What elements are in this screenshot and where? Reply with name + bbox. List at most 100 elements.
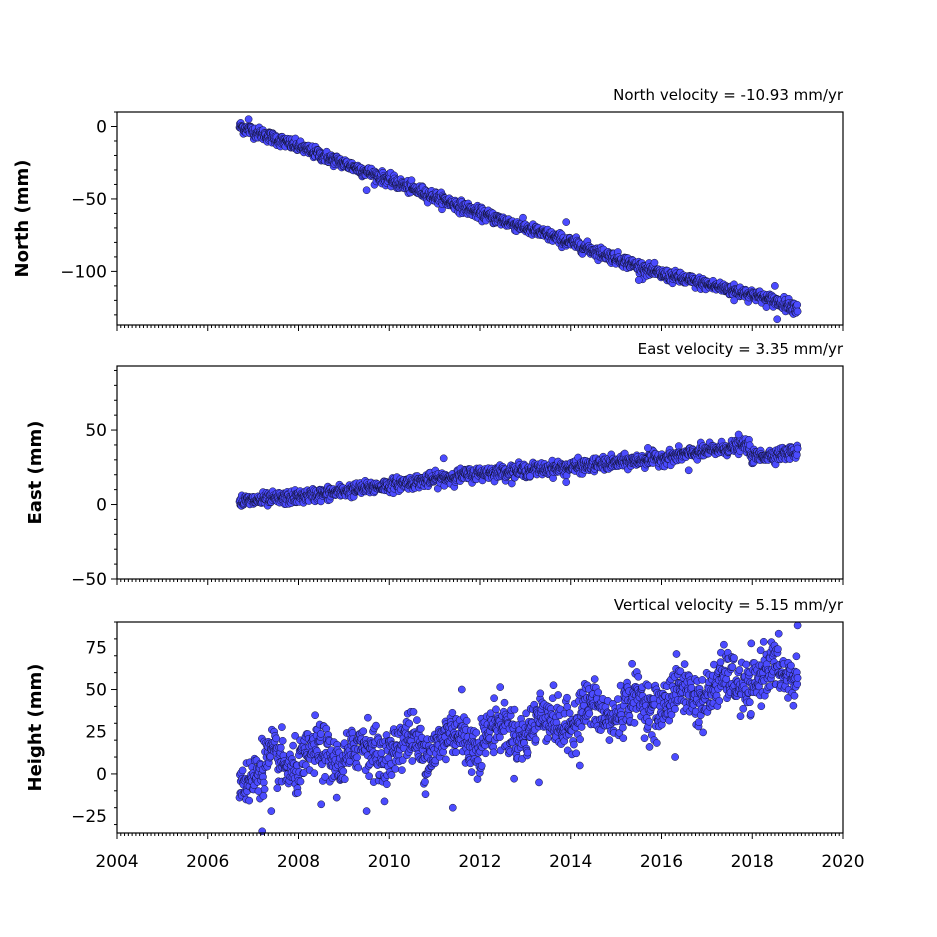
east-point xyxy=(792,451,801,459)
north-velocity-label: North velocity = -10.93 mm/yr xyxy=(613,86,844,104)
height-point xyxy=(489,748,498,757)
height-point xyxy=(245,796,254,805)
height-point xyxy=(594,688,603,697)
height-point xyxy=(644,681,653,690)
height-point xyxy=(736,712,745,721)
height-point xyxy=(543,734,552,742)
height-point xyxy=(790,691,799,700)
height-outlier-point xyxy=(317,800,326,809)
height-point xyxy=(293,788,302,797)
north-outlier-point xyxy=(634,276,643,284)
height-point xyxy=(747,639,756,648)
height-point xyxy=(510,705,519,714)
height-point xyxy=(531,735,540,744)
height-point xyxy=(365,772,373,781)
height-point xyxy=(481,749,490,758)
height-point xyxy=(739,704,748,713)
north-x-ticks xyxy=(116,325,844,331)
y-tick-label: −50 xyxy=(71,570,107,590)
height-point xyxy=(500,698,509,707)
north-outlier-point xyxy=(362,186,371,195)
height-point xyxy=(728,663,737,671)
height-point xyxy=(745,698,754,707)
height-points xyxy=(235,621,802,836)
height-point xyxy=(671,705,679,713)
height-x-ticks xyxy=(116,833,844,839)
height-point xyxy=(276,743,285,752)
height-point xyxy=(398,766,406,774)
height-point xyxy=(549,681,558,690)
height-point xyxy=(409,708,418,716)
east-outlier-point xyxy=(734,430,743,439)
panel-east: 50 0 −50 East velocity = 3.35 mm/yr East (… xyxy=(25,340,844,590)
height-point xyxy=(391,765,400,773)
height-point xyxy=(317,730,325,738)
height-outlier-point xyxy=(421,790,430,799)
height-point xyxy=(698,676,707,684)
height-point xyxy=(372,721,380,730)
north-outlier-point xyxy=(244,115,253,124)
height-point xyxy=(492,705,500,714)
height-point xyxy=(619,734,628,743)
height-point xyxy=(536,689,545,698)
height-point xyxy=(645,717,653,726)
north-y-ticks: 0 −50 −100 xyxy=(60,111,117,316)
height-point xyxy=(634,672,643,681)
height-point xyxy=(789,701,798,710)
height-point xyxy=(260,785,269,794)
y-tick-label: −50 xyxy=(71,190,107,210)
height-point xyxy=(716,658,725,667)
height-point xyxy=(757,702,766,711)
height-point xyxy=(585,709,594,718)
east-y-ticks: 50 0 −50 xyxy=(71,369,117,590)
height-point xyxy=(614,695,622,703)
north-outlier-point xyxy=(773,315,782,324)
north-outlier-point xyxy=(771,282,779,290)
height-outlier-point xyxy=(575,761,584,770)
east-x-ticks xyxy=(116,579,844,585)
height-point xyxy=(619,723,627,732)
height-point xyxy=(477,761,486,770)
height-point xyxy=(640,734,649,743)
height-point xyxy=(405,719,414,728)
height-point xyxy=(787,661,795,670)
height-point xyxy=(442,755,450,764)
east-y-axis-label: East (mm) xyxy=(25,421,46,525)
height-outlier-point xyxy=(448,803,457,812)
height-point xyxy=(565,709,574,717)
height-point xyxy=(413,716,421,724)
height-point xyxy=(774,645,782,653)
height-point xyxy=(628,659,636,668)
height-point xyxy=(759,637,768,646)
height-point xyxy=(554,691,562,699)
east-velocity-label: East velocity = 3.35 mm/yr xyxy=(638,340,844,358)
north-outlier-point xyxy=(562,218,571,226)
height-point xyxy=(652,739,661,747)
height-point xyxy=(645,743,654,751)
north-point xyxy=(650,258,659,267)
height-point xyxy=(490,694,498,703)
height-point xyxy=(421,777,429,786)
height-point xyxy=(523,748,532,757)
height-point xyxy=(699,728,707,737)
height-point xyxy=(354,763,363,772)
height-outlier-point xyxy=(793,621,802,630)
height-point xyxy=(408,757,417,765)
height-point xyxy=(630,719,639,727)
height-point xyxy=(774,629,783,638)
height-point xyxy=(310,769,319,778)
height-point xyxy=(416,724,425,733)
height-point xyxy=(672,650,681,658)
y-tick-label: −100 xyxy=(60,262,107,282)
height-point xyxy=(238,766,247,775)
y-tick-label: 0 xyxy=(96,117,107,137)
y-tick-label: 0 xyxy=(96,496,107,516)
height-point xyxy=(576,735,584,744)
height-point xyxy=(570,740,578,749)
height-point xyxy=(332,793,341,802)
height-point xyxy=(563,693,571,702)
height-point xyxy=(278,723,286,731)
height-point xyxy=(339,767,348,776)
height-point xyxy=(340,775,349,784)
